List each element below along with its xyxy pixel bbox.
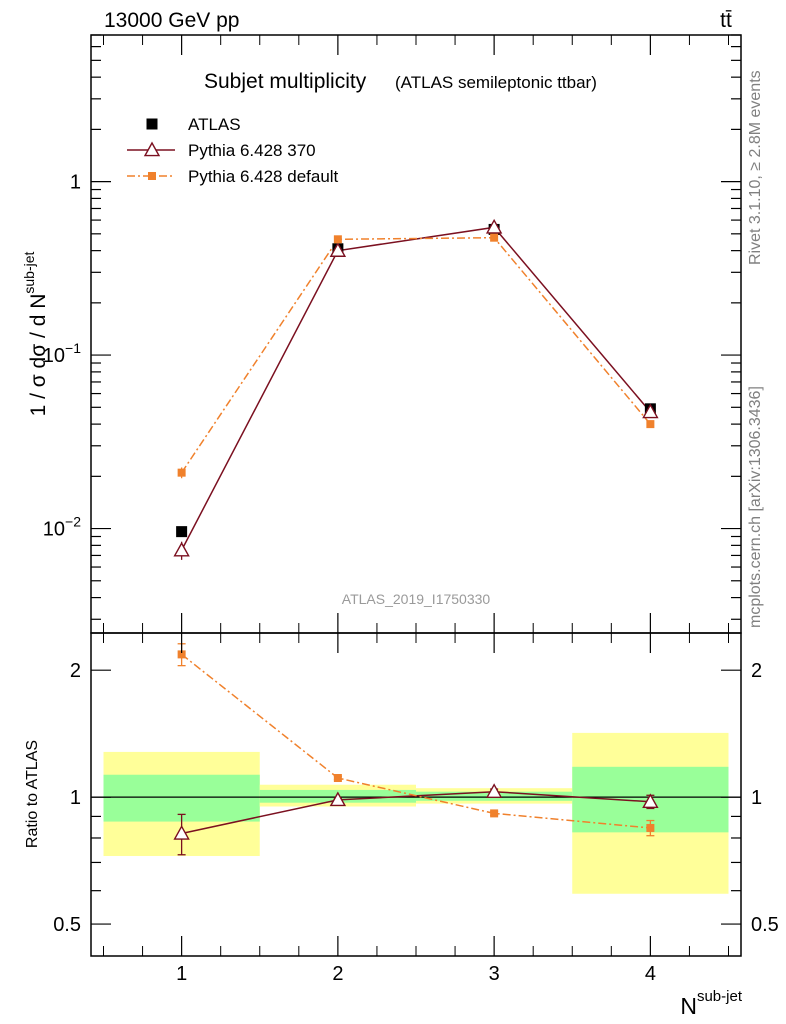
ratio-point-pythia-6-428-370 [485,783,503,799]
legend-marker-pythia-6-428-default [148,172,156,180]
legend-marker-pythia-6-428-370 [143,141,161,157]
x-tick-label: 2 [332,963,343,985]
source-label: mcplots.cern.ch [arXiv:1306.3436] [747,386,764,628]
main-point-pythia-6-428-370 [642,403,659,419]
x-axis-label: Nsub-jet [680,988,742,1019]
ratio-ytick-label-right: 1 [751,787,762,809]
ratio-ytick-label-right: 0.5 [751,914,779,936]
chart-subtitle: (ATLAS semileptonic ttbar) [395,73,597,92]
legend-label-pythia-6-428-370: Pythia 6.428 370 [188,141,316,160]
process-label: tt̄ [720,9,732,32]
analysis-label: ATLAS_2019_I1750330 [342,591,491,607]
ratio-ytick-label-left: 2 [70,660,81,682]
ratio-ytick-label-left: 0.5 [53,914,81,936]
main-point-pythia-6-428-default [490,233,499,242]
side-labels: Rivet 3.1.10, ≥ 2.8M events mcplots.cern… [747,70,764,628]
ratio-point-pythia-6-428-default [333,774,342,783]
rivet-label: Rivet 3.1.10, ≥ 2.8M events [747,70,764,265]
main-ytick-label: 1 [70,172,81,194]
ratio-ytick-label-left: 1 [70,787,81,809]
main-point-pythia-6-428-default [646,420,655,429]
main-point-pythia-6-428-default [177,468,186,477]
main-ytick-label-exp: −1 [65,340,81,356]
main-ylabel-text: 1 / σ dσ / d N [27,294,50,417]
x-tick-label: 3 [489,963,500,985]
x-axis-label-text: N [680,993,697,1019]
ratio-point-pythia-6-428-default [490,809,499,818]
main-ytick-label-base: 10 [43,345,65,367]
main-ylabel: 1 / σ dσ / d Nsub-jet [21,251,50,416]
legend-label-pythia-6-428-default: Pythia 6.428 default [188,167,339,186]
x-tick-label: 1 [176,963,187,985]
main-point-pythia-6-428-default [333,235,342,244]
main-panel: 110−110−2 Subjet multiplicity (ATLAS sem… [21,34,742,634]
ratio-point-pythia-6-428-default [646,823,655,832]
ratio-panel: 2 2 1 1 0.5 0.5 1 2 3 4 Ratio to ATLAS Nsub-jet [24,632,779,1019]
main-ytick-label: 10−1 [43,340,81,367]
ratio-ytick-label-right: 2 [751,660,762,682]
main-ytick-label-exp: −2 [65,514,81,530]
main-ytick-label-base: 1 [70,172,81,194]
main-point-pythia-6-428-370 [329,242,347,257]
main-point-atlas [176,526,188,538]
legend-marker-atlas [146,118,158,130]
main-line-pythia-6-428-default [181,236,651,474]
ratio-ylabel: Ratio to ATLAS [24,740,41,848]
ratio-point-pythia-6-428-370 [329,791,347,807]
ratio-point-pythia-6-428-370 [642,793,659,809]
main-ytick-label: 10−2 [43,514,81,541]
main-point-pythia-6-428-370 [485,218,503,234]
main-ylabel-sup: sub-jet [21,251,37,293]
header: 13000 GeV pp tt̄ [104,9,732,32]
ratio-line-pythia-6-428-default [181,653,651,829]
main-point-pythia-6-428-370 [173,541,190,557]
ratio-point-pythia-6-428-370 [173,825,190,840]
main-ytick-label-base: 10 [43,519,65,541]
x-tick-label: 4 [645,963,656,985]
chart-title: Subjet multiplicity [204,70,367,93]
legend-label-atlas: ATLAS [188,115,241,134]
svg-text:1 / σ dσ / d Nsub-jet: 1 / σ dσ / d Nsub-jet [21,251,50,416]
ratio-point-pythia-6-428-default [177,650,186,659]
x-axis-label-sup: sub-jet [697,988,743,1005]
main-line-pythia-6-428-370 [180,226,651,551]
legend: ATLAS Pythia 6.428 370 Pythia 6.428 defaul… [127,115,339,186]
energy-label: 13000 GeV pp [104,9,239,32]
